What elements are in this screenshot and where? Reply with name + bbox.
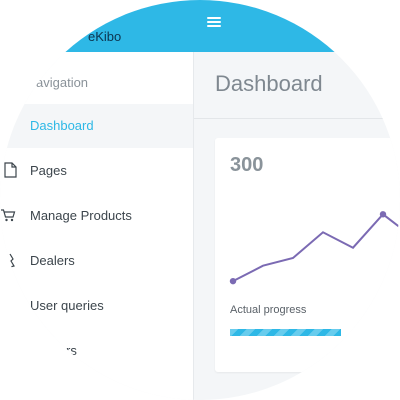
- sidebar-item-manage-products[interactable]: Manage Products: [0, 194, 193, 238]
- sidebar-item-label: Manage Products: [30, 208, 132, 223]
- top-bar: eKibo: [0, 0, 400, 52]
- hamburger-menu-icon[interactable]: [207, 17, 221, 28]
- sidebar-item-label: User queries: [30, 298, 104, 313]
- series-line: [232, 212, 400, 283]
- card-label: Actual progress: [230, 304, 307, 316]
- sidebar-item-label: rs: [66, 343, 77, 358]
- progress-bar: [230, 329, 341, 336]
- brand-name: eKibo: [88, 29, 122, 44]
- sidebar-item-label: Dealers: [30, 253, 75, 268]
- sidebar: avigation Dashboard Pages Manage Product…: [0, 52, 194, 400]
- sidebar-item-partial[interactable]: rs: [0, 329, 193, 373]
- page-title: Dashboard: [215, 71, 323, 96]
- card-value: 300: [230, 154, 264, 176]
- data-point: [229, 277, 237, 285]
- sidebar-item-pages[interactable]: Pages: [0, 149, 193, 193]
- header-divider: [194, 118, 400, 119]
- page-icon: [4, 162, 18, 178]
- dealer-icon: [4, 252, 18, 268]
- sidebar-item-label: Pages: [30, 163, 67, 178]
- sidebar-item-dashboard[interactable]: Dashboard: [0, 104, 193, 148]
- data-point: [379, 211, 387, 218]
- dashboard-icon: [4, 117, 18, 133]
- sidebar-item-label: Dashboard: [30, 118, 94, 133]
- sidebar-item-user-queries[interactable]: User queries: [0, 284, 193, 328]
- cart-icon: [0, 207, 16, 223]
- progress-card: 300 Actual progress: [215, 138, 400, 372]
- sidebar-item-dealers[interactable]: Dealers: [0, 239, 193, 283]
- nav-heading: avigation: [36, 75, 89, 90]
- progress-line-chart: [229, 211, 400, 285]
